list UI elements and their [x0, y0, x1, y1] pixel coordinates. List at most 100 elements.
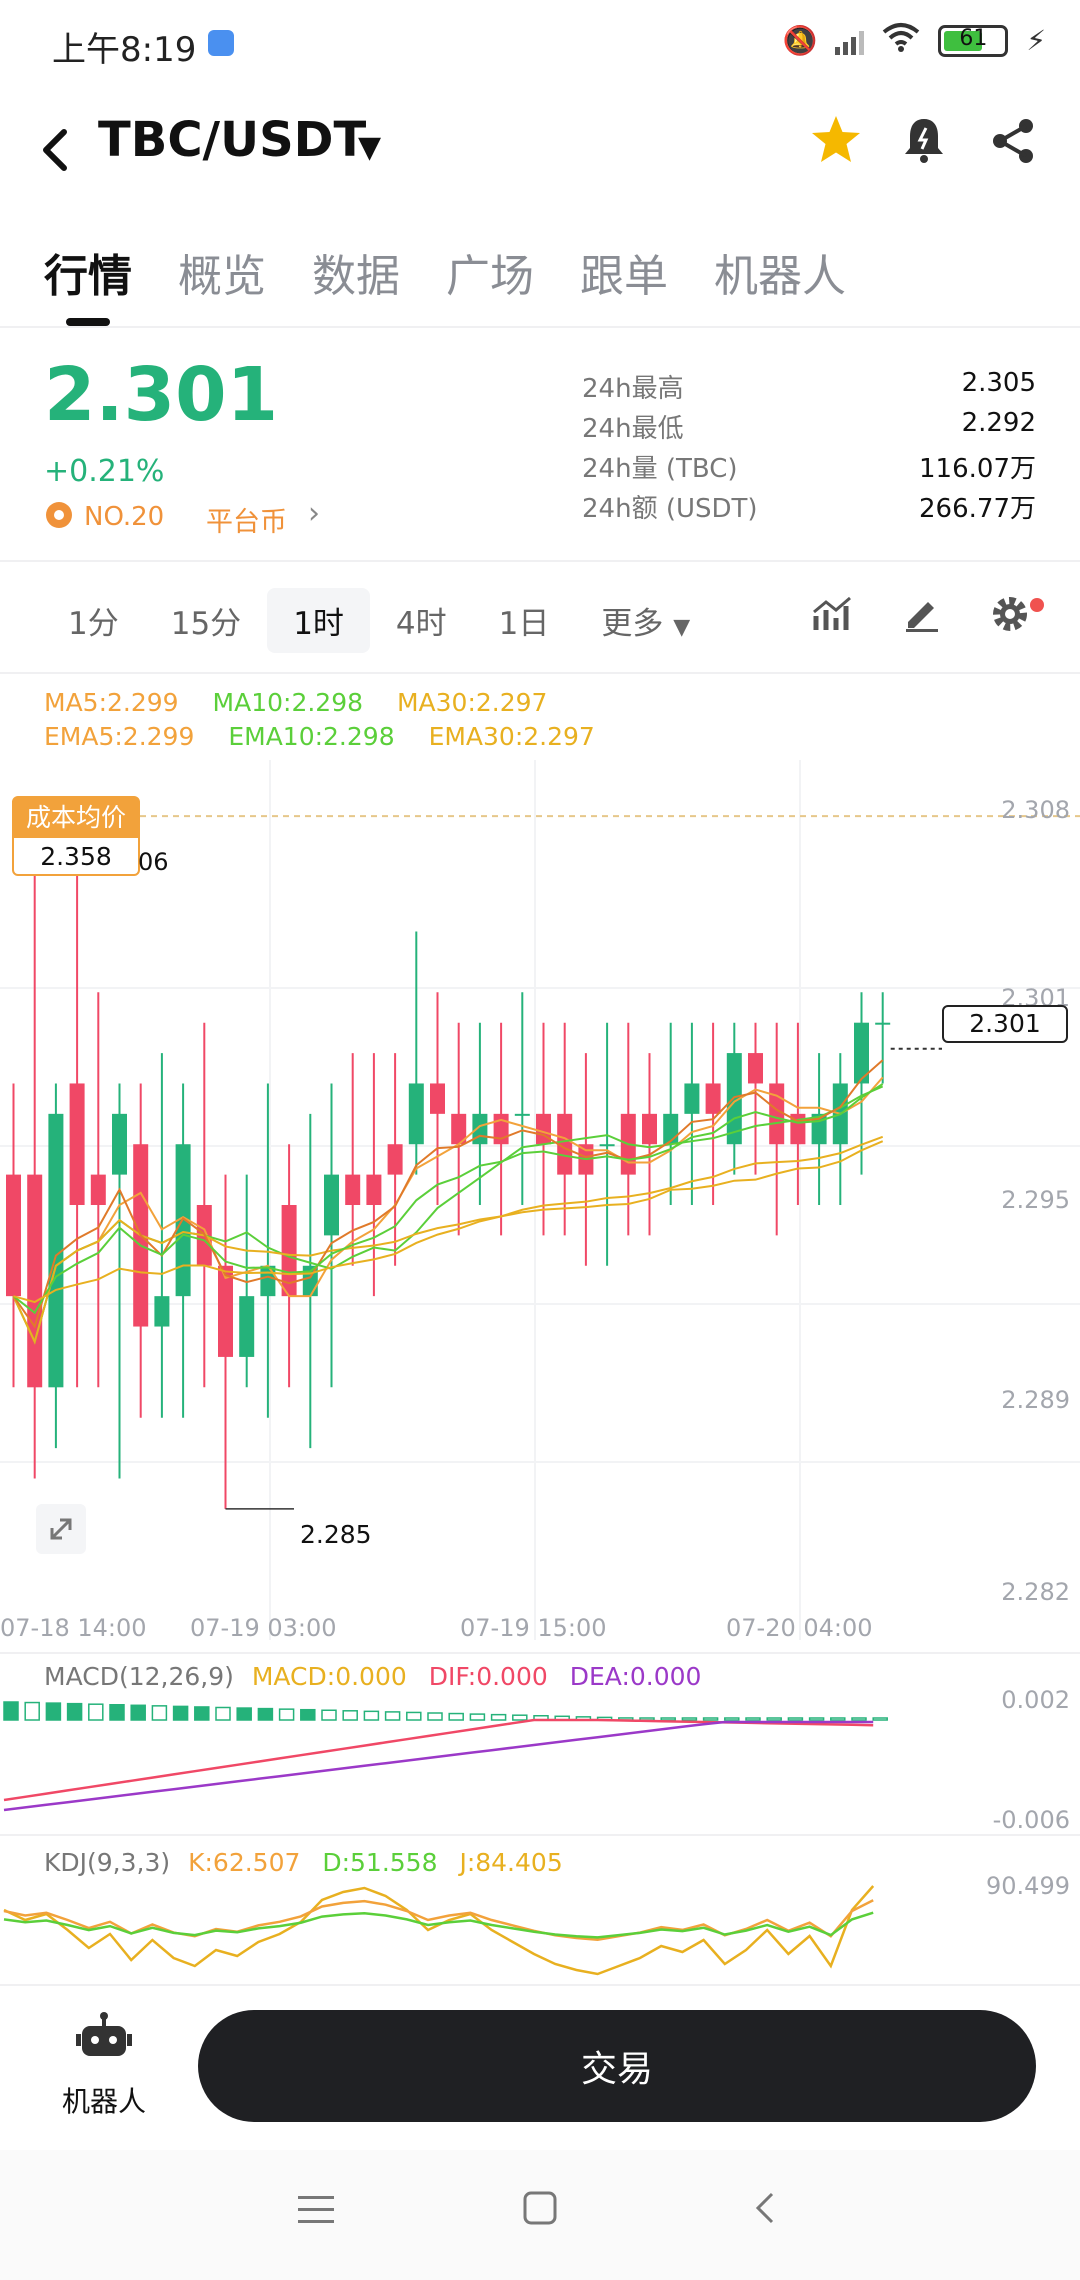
trade-button[interactable]: 交易: [198, 2010, 1036, 2122]
candle-body: [430, 1083, 445, 1114]
candle-body: [366, 1174, 382, 1205]
macd-bar: [406, 1711, 422, 1721]
tab-market[interactable]: 行情: [44, 251, 132, 302]
ma30-value: MA30:2.297: [396, 688, 548, 717]
tab-bar: 行情 概览 数据 广场 跟单 机器人: [44, 240, 846, 304]
back-nav-icon[interactable]: [752, 2190, 776, 2236]
pair-title[interactable]: TBC/USDT: [98, 112, 367, 168]
macd-bar: [45, 1702, 62, 1721]
interval-more[interactable]: 更多 ▼: [575, 588, 716, 653]
rank-badge: NO.20: [84, 502, 165, 532]
kdj-label: KDJ(9,3,3): [44, 1848, 171, 1877]
home-icon[interactable]: [522, 2190, 558, 2236]
ma-line: [12, 1059, 884, 1329]
macd-bar: [342, 1710, 358, 1721]
divider: [0, 1834, 1080, 1836]
tab-square[interactable]: 广场: [446, 251, 534, 302]
platform-coin-link[interactable]: 平台币: [206, 507, 287, 538]
candle-body: [112, 1113, 127, 1175]
macd-bar: [448, 1712, 464, 1721]
macd-bar: [724, 1717, 740, 1721]
candle-body: [663, 1113, 679, 1145]
macd-bar: [215, 1706, 231, 1721]
macd-bar: [851, 1717, 867, 1721]
robot-icon[interactable]: [76, 2012, 132, 2068]
star-icon[interactable]: [810, 114, 862, 176]
macd-legend: MACD(12,26,9) MACD:0.000 DIF:0.000 DEA:0…: [44, 1662, 701, 1691]
macd-bar: [24, 1701, 40, 1721]
back-icon[interactable]: [40, 118, 70, 186]
interval-1h[interactable]: 1时: [267, 588, 370, 653]
tab-robot[interactable]: 机器人: [714, 251, 846, 302]
k-value: K:62.507: [188, 1848, 301, 1877]
ma-legend: MA5:2.299 MA10:2.298 MA30:2.297: [44, 688, 547, 717]
battery-icon: 61: [938, 24, 1009, 57]
macd-y-tick: 0.002: [1001, 1686, 1070, 1714]
cost-average-value: 2.358: [40, 842, 112, 871]
tab-overview[interactable]: 概览: [178, 251, 266, 302]
candle-body: [536, 1113, 551, 1145]
kline-chart[interactable]: [0, 760, 1080, 1640]
macd-bar: [257, 1707, 274, 1721]
macd-bar: [236, 1707, 252, 1721]
macd-bar: [469, 1713, 486, 1721]
last-price: 2.301: [44, 352, 279, 438]
divider: [0, 326, 1080, 328]
robot-label[interactable]: 机器人: [62, 2085, 147, 2118]
interval-more-label: 更多: [601, 606, 664, 642]
x-tick: 07-19 03:00: [190, 1614, 337, 1642]
current-price-tag: 2.301: [942, 1005, 1068, 1043]
price-change: +0.21%: [44, 454, 165, 489]
interval-1d[interactable]: 1日: [498, 606, 550, 642]
system-nav-bar: [0, 2150, 1080, 2280]
candle-body: [769, 1083, 785, 1145]
macd-bar: [66, 1702, 83, 1721]
menu-icon[interactable]: [298, 2190, 334, 2236]
macd-bar: [194, 1706, 210, 1721]
tab-data[interactable]: 数据: [312, 251, 400, 302]
share-icon[interactable]: [990, 118, 1036, 176]
bell-icon[interactable]: [902, 116, 946, 176]
tab-indicator: [66, 318, 110, 326]
candle-body: [345, 1174, 361, 1205]
candle-body: [599, 1144, 615, 1147]
candle-body: [6, 1174, 21, 1297]
k-line: [3, 1899, 874, 1942]
draw-icon[interactable]: [902, 594, 942, 641]
cost-side-text: 06: [138, 848, 169, 876]
candle-body: [493, 1113, 509, 1145]
x-tick: 07-19 15:00: [460, 1614, 607, 1642]
interval-4h[interactable]: 4时: [395, 606, 447, 642]
macd-bar: [512, 1714, 528, 1721]
stat-label-turnover: 24h额 (USDT): [582, 494, 758, 524]
x-tick: 07-18 14:00: [0, 1614, 147, 1642]
ma-line: [13, 1135, 884, 1304]
candle-body: [875, 1022, 891, 1025]
charging-icon: ⚡: [1026, 24, 1046, 57]
macd-bar: [787, 1717, 804, 1721]
stat-label-volume: 24h量 (TBC): [582, 454, 738, 484]
dea-line: [3, 1720, 874, 1812]
cost-average-label: 成本均价: [14, 798, 138, 838]
dea-value: DEA:0.000: [569, 1662, 702, 1691]
candle-body: [557, 1113, 573, 1175]
interval-15m[interactable]: 15分: [170, 606, 242, 642]
ma-line: [12, 1140, 884, 1345]
ma10-value: MA10:2.298: [212, 688, 364, 717]
interval-1m[interactable]: 1分: [68, 606, 119, 642]
indicator-icon[interactable]: [812, 594, 852, 641]
tab-copy-trading[interactable]: 跟单: [580, 251, 668, 302]
macd-bar: [172, 1705, 189, 1721]
macd-bar: [427, 1712, 443, 1721]
expand-icon[interactable]: [36, 1504, 86, 1554]
chevron-right-icon[interactable]: ›: [308, 496, 320, 531]
cost-average-badge[interactable]: 成本均价 2.358: [12, 796, 140, 876]
gear-icon[interactable]: [990, 594, 1030, 643]
stat-value-volume: 116.07万: [919, 454, 1036, 484]
low-price-marker: 2.285: [300, 1520, 372, 1549]
macd-bar: [3, 1701, 19, 1721]
macd-bar: [745, 1717, 761, 1721]
chevron-down-icon[interactable]: ▼: [358, 130, 382, 165]
d-line: [3, 1911, 874, 1939]
rank-icon: [46, 502, 72, 528]
